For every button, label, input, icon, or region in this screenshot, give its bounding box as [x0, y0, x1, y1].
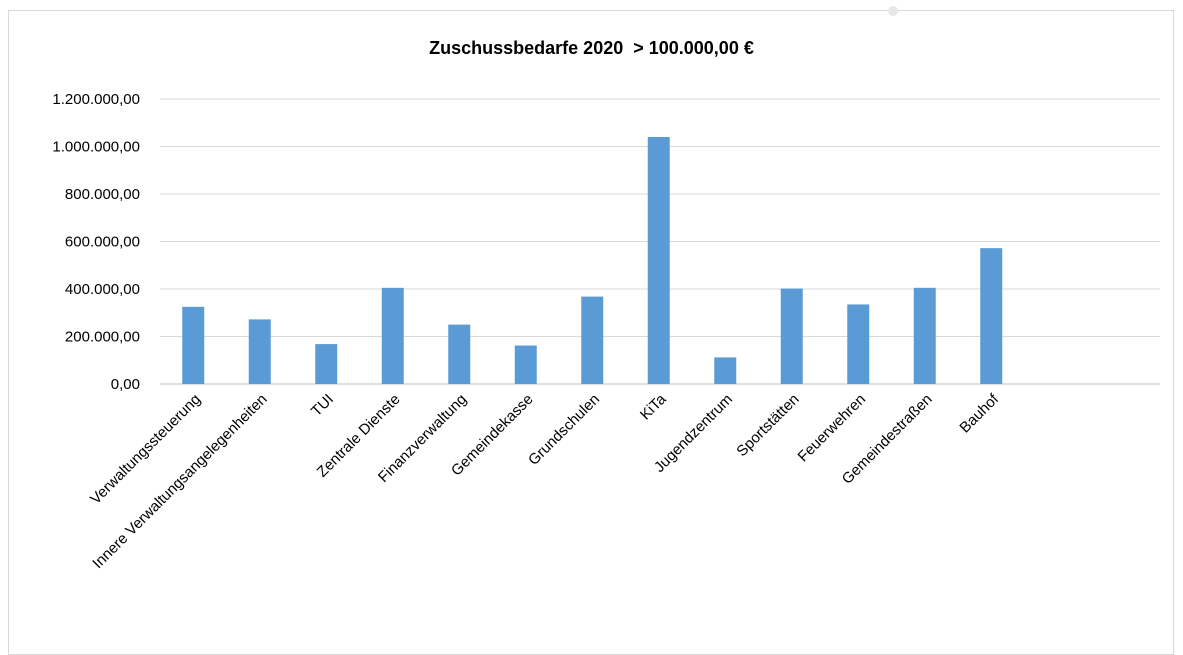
bar[interactable]: [780, 288, 803, 384]
bar[interactable]: [847, 304, 870, 384]
x-tick-label: Feuerwehren: [795, 391, 870, 466]
bar[interactable]: [913, 287, 936, 384]
bar[interactable]: [381, 287, 404, 384]
bar[interactable]: [714, 357, 737, 384]
y-tick-label: 800.000,00: [65, 186, 140, 203]
x-tick-label: Sportstätten: [733, 391, 802, 460]
x-tick-label: Grundschulen: [525, 391, 603, 469]
y-tick-label: 200.000,00: [65, 329, 140, 346]
bar[interactable]: [448, 324, 471, 384]
x-tick-label: TUI: [308, 391, 337, 420]
bar[interactable]: [182, 306, 205, 384]
bar[interactable]: [514, 345, 537, 384]
bar[interactable]: [248, 319, 271, 384]
bar[interactable]: [647, 137, 670, 384]
chart-title: Zuschussbedarfe 2020 > 100.000,00 €: [429, 38, 754, 58]
bar[interactable]: [980, 248, 1003, 384]
x-tick-label: KiTa: [637, 390, 670, 423]
bar[interactable]: [581, 296, 604, 384]
y-tick-label: 1.200.000,00: [52, 91, 140, 108]
resize-handle[interactable]: [888, 6, 898, 16]
y-tick-label: 400.000,00: [65, 281, 140, 298]
x-tick-label: Verwaltungssteuerung: [87, 391, 204, 508]
bar[interactable]: [315, 344, 338, 384]
y-tick-label: 600.000,00: [65, 234, 140, 251]
y-tick-label: 1.000.000,00: [52, 139, 140, 156]
y-tick-label: 0,00: [111, 376, 140, 393]
x-tick-label: Bauhof: [956, 390, 1002, 436]
